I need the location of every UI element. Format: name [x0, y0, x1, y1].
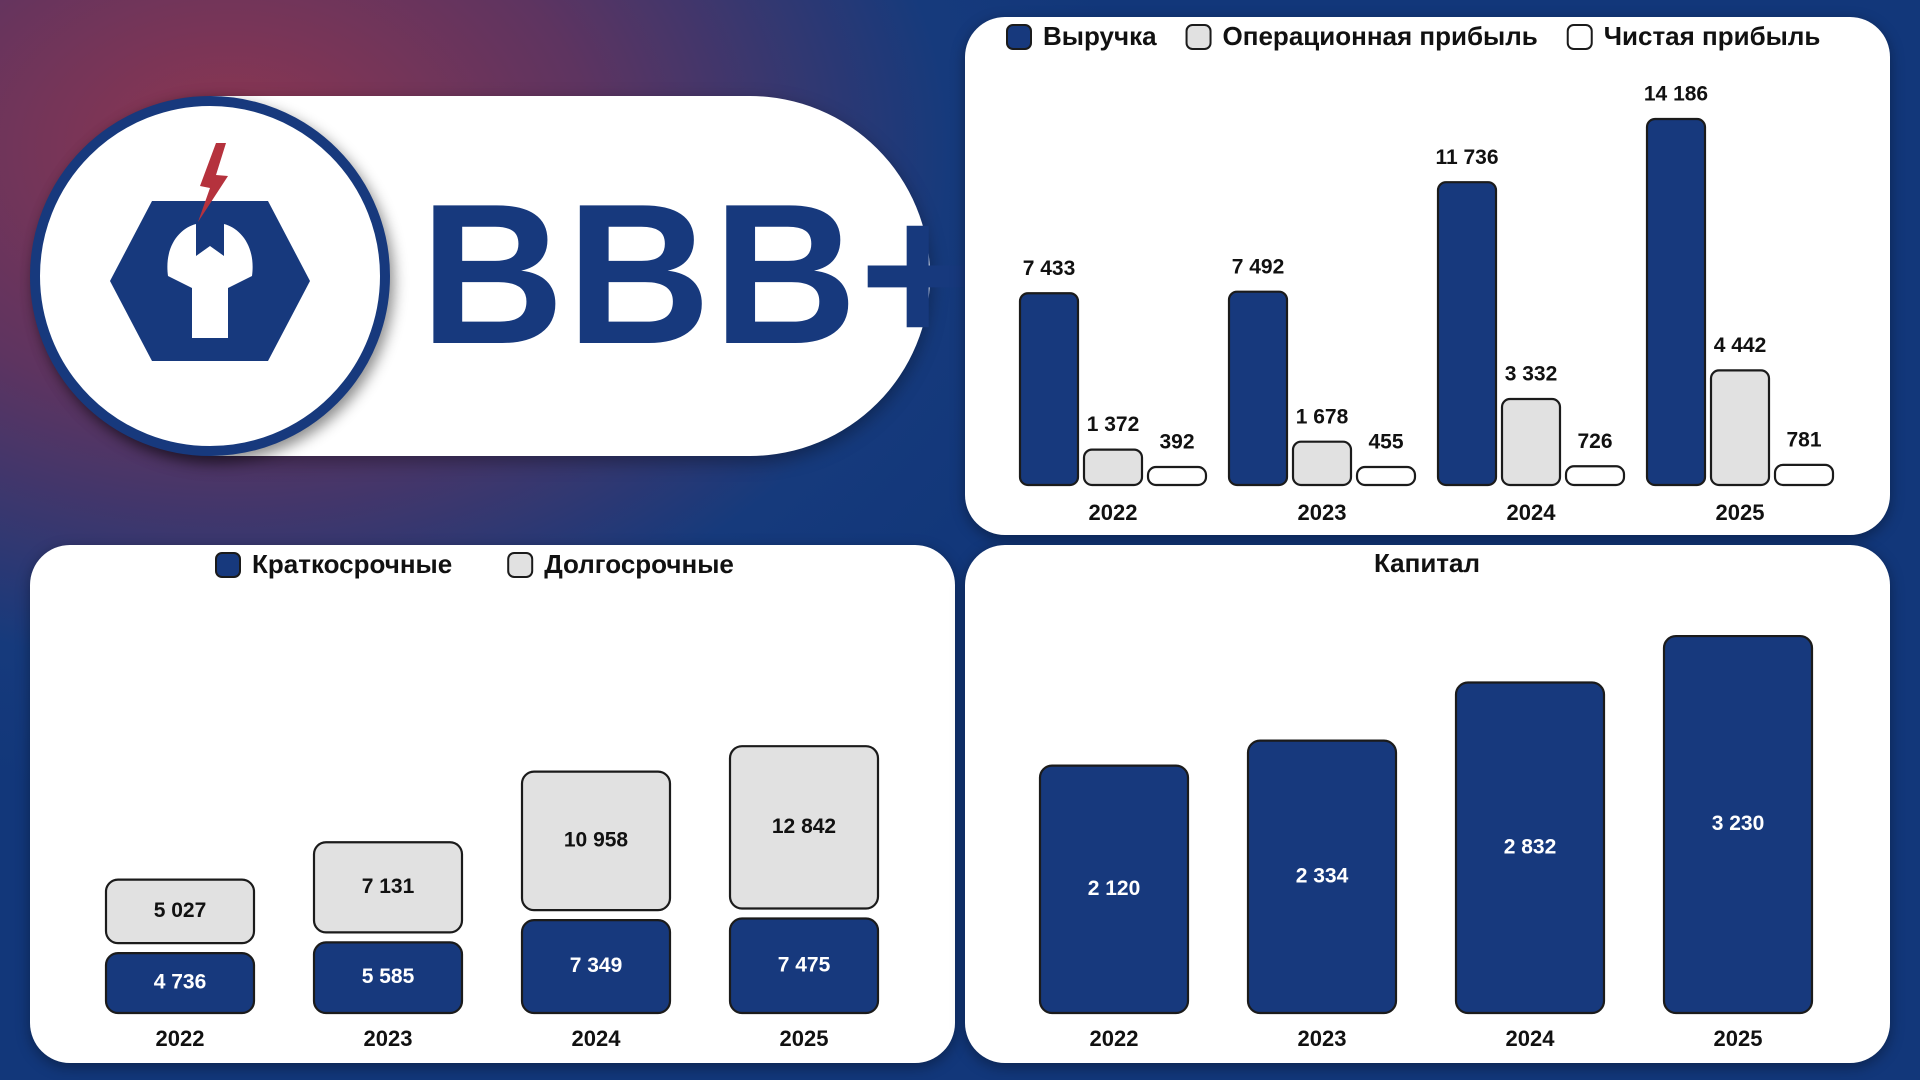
- revenue-profit-panel: Выручка Операционная прибыль Чистая прибыл…: [965, 17, 1890, 535]
- legend-label: Чистая прибыль: [1604, 21, 1821, 51]
- data-label: 7 433: [1023, 257, 1076, 280]
- bar: [1564, 465, 1626, 487]
- tick-label: 2023: [1298, 1026, 1347, 1051]
- tick-label: 2025: [1714, 1026, 1763, 1051]
- bar: [1227, 290, 1289, 487]
- bar-long-term: [104, 878, 256, 945]
- tick-label: 2023: [1298, 500, 1347, 525]
- data-label: 392: [1159, 431, 1194, 454]
- legend-swatch: [1006, 24, 1032, 50]
- bar: [1500, 397, 1562, 487]
- bar-long-term: [520, 770, 672, 912]
- legend-swatch: [215, 552, 241, 578]
- legend-swatch: [507, 552, 534, 578]
- tick-label: 2022: [156, 1026, 205, 1051]
- liabilities-panel: Краткосрочные Долгосрочные 4 736 5 027 2022 5…: [30, 545, 955, 1063]
- data-label: 1 372: [1087, 413, 1140, 436]
- bar-short-term: [520, 919, 672, 1015]
- data-label: 7 492: [1232, 255, 1285, 278]
- tick-label: 2022: [1089, 500, 1138, 525]
- data-label: 4 736: [154, 971, 207, 994]
- tick-label: 2024: [1506, 1026, 1556, 1051]
- company-logo: [30, 96, 390, 456]
- data-label: 2 120: [1088, 877, 1141, 900]
- capital-chart: Капитал 2 120 2022 2 334 2023 2 832 2024 3 230 2…: [1038, 548, 1814, 1051]
- tick-label: 2025: [780, 1026, 829, 1051]
- bar: [1291, 440, 1353, 487]
- legend-label: Выручка: [1043, 21, 1157, 51]
- bar: [1645, 117, 1707, 487]
- tick-label: 2022: [1090, 1026, 1139, 1051]
- data-label: 10 958: [564, 828, 629, 851]
- legend-label: Краткосрочные: [252, 549, 452, 579]
- data-label: 14 186: [1644, 83, 1708, 106]
- bar-long-term: [312, 841, 464, 934]
- data-label: 4 442: [1714, 334, 1767, 357]
- bar-short-term: [728, 917, 880, 1015]
- bar: [1773, 463, 1835, 487]
- data-label: 781: [1786, 428, 1821, 451]
- bar: [1454, 681, 1606, 1015]
- data-label: 12 842: [772, 815, 836, 838]
- tick-label: 2024: [572, 1026, 622, 1051]
- bar: [1038, 764, 1190, 1015]
- data-label: 7 475: [778, 953, 831, 976]
- bar: [1082, 448, 1144, 487]
- legend-label: Долгосрочные: [544, 549, 734, 579]
- legend-label: Операционная прибыль: [1223, 21, 1538, 51]
- bar: [1246, 739, 1398, 1015]
- liabilities-chart: Краткосрочные Долгосрочные 4 736 5 027 2022 5…: [104, 549, 880, 1051]
- data-label: 2 832: [1504, 835, 1557, 858]
- bar-long-term: [728, 745, 880, 910]
- data-label: 726: [1577, 430, 1612, 453]
- bar: [1355, 465, 1417, 487]
- revenue-profit-chart: Выручка Операционная прибыль Чистая прибыл…: [1006, 21, 1835, 525]
- bar: [1436, 181, 1498, 487]
- data-label: 5 585: [362, 965, 415, 988]
- bar-short-term: [312, 941, 464, 1015]
- legend-swatch: [1185, 24, 1212, 50]
- bar: [1709, 369, 1771, 487]
- tick-label: 2024: [1507, 500, 1557, 525]
- data-label: 7 131: [362, 875, 415, 898]
- bar: [1662, 634, 1814, 1015]
- data-label: 5 027: [154, 899, 207, 922]
- legend-swatch: [1566, 24, 1593, 50]
- bar: [1146, 465, 1208, 487]
- tick-label: 2023: [364, 1026, 413, 1051]
- data-label: 2 334: [1296, 864, 1349, 887]
- data-label: 3 230: [1712, 812, 1765, 835]
- data-label: 1 678: [1296, 405, 1349, 428]
- data-label: 11 736: [1435, 146, 1498, 169]
- data-label: 3 332: [1505, 363, 1558, 386]
- credit-rating: BBB+: [420, 163, 979, 386]
- data-label: 7 349: [570, 954, 623, 977]
- bar: [1018, 292, 1080, 487]
- tick-label: 2025: [1716, 500, 1765, 525]
- chart-title: Капитал: [1374, 548, 1480, 578]
- capital-panel: Капитал 2 120 2022 2 334 2023 2 832 2024 3 230 2…: [965, 545, 1890, 1063]
- logo-icon: [110, 143, 310, 361]
- data-label: 455: [1368, 431, 1403, 454]
- bar-short-term: [104, 952, 256, 1015]
